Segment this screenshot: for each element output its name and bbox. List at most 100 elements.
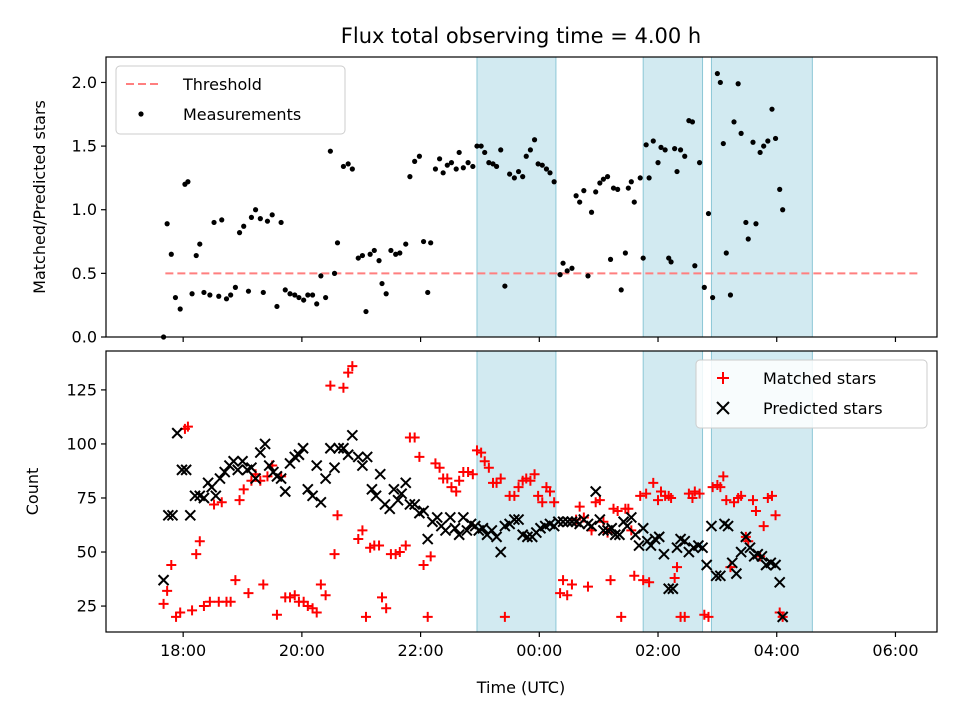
data-point (428, 240, 434, 246)
data-point (409, 432, 420, 443)
data-point (668, 259, 674, 265)
data-point (544, 486, 555, 497)
data-point (701, 284, 707, 290)
data-point (271, 609, 282, 620)
x-tick-label: 18:00 (160, 641, 206, 660)
data-point (577, 199, 583, 205)
data-point (225, 596, 236, 607)
data-point (384, 503, 396, 515)
data-point (187, 605, 198, 616)
data-point (367, 251, 373, 257)
data-point (585, 273, 591, 279)
data-point (436, 156, 443, 162)
data-point (302, 601, 313, 612)
data-point (234, 495, 245, 506)
data-point (201, 289, 207, 296)
data-point (490, 531, 503, 543)
data-point (566, 579, 577, 590)
legend-box (115, 65, 346, 135)
data-point (653, 531, 665, 543)
data-point (555, 588, 566, 599)
data-point (189, 490, 201, 502)
data-point (214, 472, 226, 485)
data-point (757, 149, 763, 156)
data-point (371, 247, 377, 254)
data-point (243, 588, 254, 599)
data-point (189, 291, 195, 297)
data-point (474, 143, 480, 149)
data-point (715, 482, 726, 493)
data-point (254, 446, 267, 459)
data-point (184, 509, 196, 521)
data-point (172, 294, 179, 301)
data-point (478, 143, 484, 149)
data-point (600, 176, 607, 182)
data-point (158, 598, 169, 609)
data-point (232, 284, 238, 290)
data-point (269, 212, 275, 218)
data-point (769, 106, 775, 112)
data-point (451, 486, 462, 497)
data-point (607, 256, 614, 262)
data-point (400, 540, 411, 551)
data-point (689, 486, 700, 497)
data-point (287, 291, 293, 297)
data-point (456, 149, 462, 156)
data-point (422, 533, 434, 545)
legend-x-swatch (716, 401, 730, 415)
data-point (328, 462, 341, 474)
data-point (323, 294, 329, 301)
data-point (407, 174, 413, 180)
data-point (408, 498, 421, 511)
data-point (643, 142, 649, 148)
data-point (610, 185, 617, 191)
data-point (582, 581, 593, 592)
data-point (425, 289, 431, 296)
data-point (185, 179, 191, 185)
data-point (525, 475, 536, 486)
data-point (383, 291, 389, 297)
data-point (547, 170, 553, 176)
data-point (444, 511, 456, 524)
data-point (332, 510, 343, 521)
data-point (745, 236, 751, 242)
data-point (361, 451, 373, 463)
data-point (374, 468, 386, 480)
data-point (164, 221, 170, 227)
data-point (533, 490, 544, 501)
data-point (615, 186, 621, 192)
legend: Matched stars Predicted stars (695, 359, 928, 429)
data-point (625, 511, 638, 524)
data-point (374, 540, 385, 551)
data-point (723, 250, 729, 256)
data-point (325, 380, 336, 391)
data-point (551, 179, 557, 185)
data-point (168, 251, 174, 257)
data-point (640, 255, 646, 261)
data-point (346, 429, 359, 442)
data-point (560, 260, 566, 266)
data-point (449, 522, 461, 534)
x-tick-label: 06:00 (872, 641, 918, 660)
data-point (710, 294, 716, 301)
data-point (558, 575, 569, 586)
x-tick-label: 04:00 (754, 641, 800, 660)
data-point (479, 456, 490, 467)
data-point (658, 144, 664, 150)
data-point (182, 421, 193, 432)
data-point (285, 592, 296, 603)
legend-label: Matched stars (763, 369, 876, 388)
data-point (710, 570, 722, 582)
data-point (356, 459, 369, 472)
data-point (581, 188, 587, 194)
data-point (776, 611, 789, 623)
data-point (327, 148, 333, 154)
data-point (416, 153, 423, 159)
y-tick-label: 0.5 (72, 264, 97, 283)
data-point (696, 160, 703, 166)
data-point (370, 490, 382, 502)
legend-dot-swatch (138, 111, 144, 117)
data-point (585, 520, 598, 532)
y-tick-label: 1.0 (72, 200, 97, 219)
data-point (258, 579, 269, 590)
